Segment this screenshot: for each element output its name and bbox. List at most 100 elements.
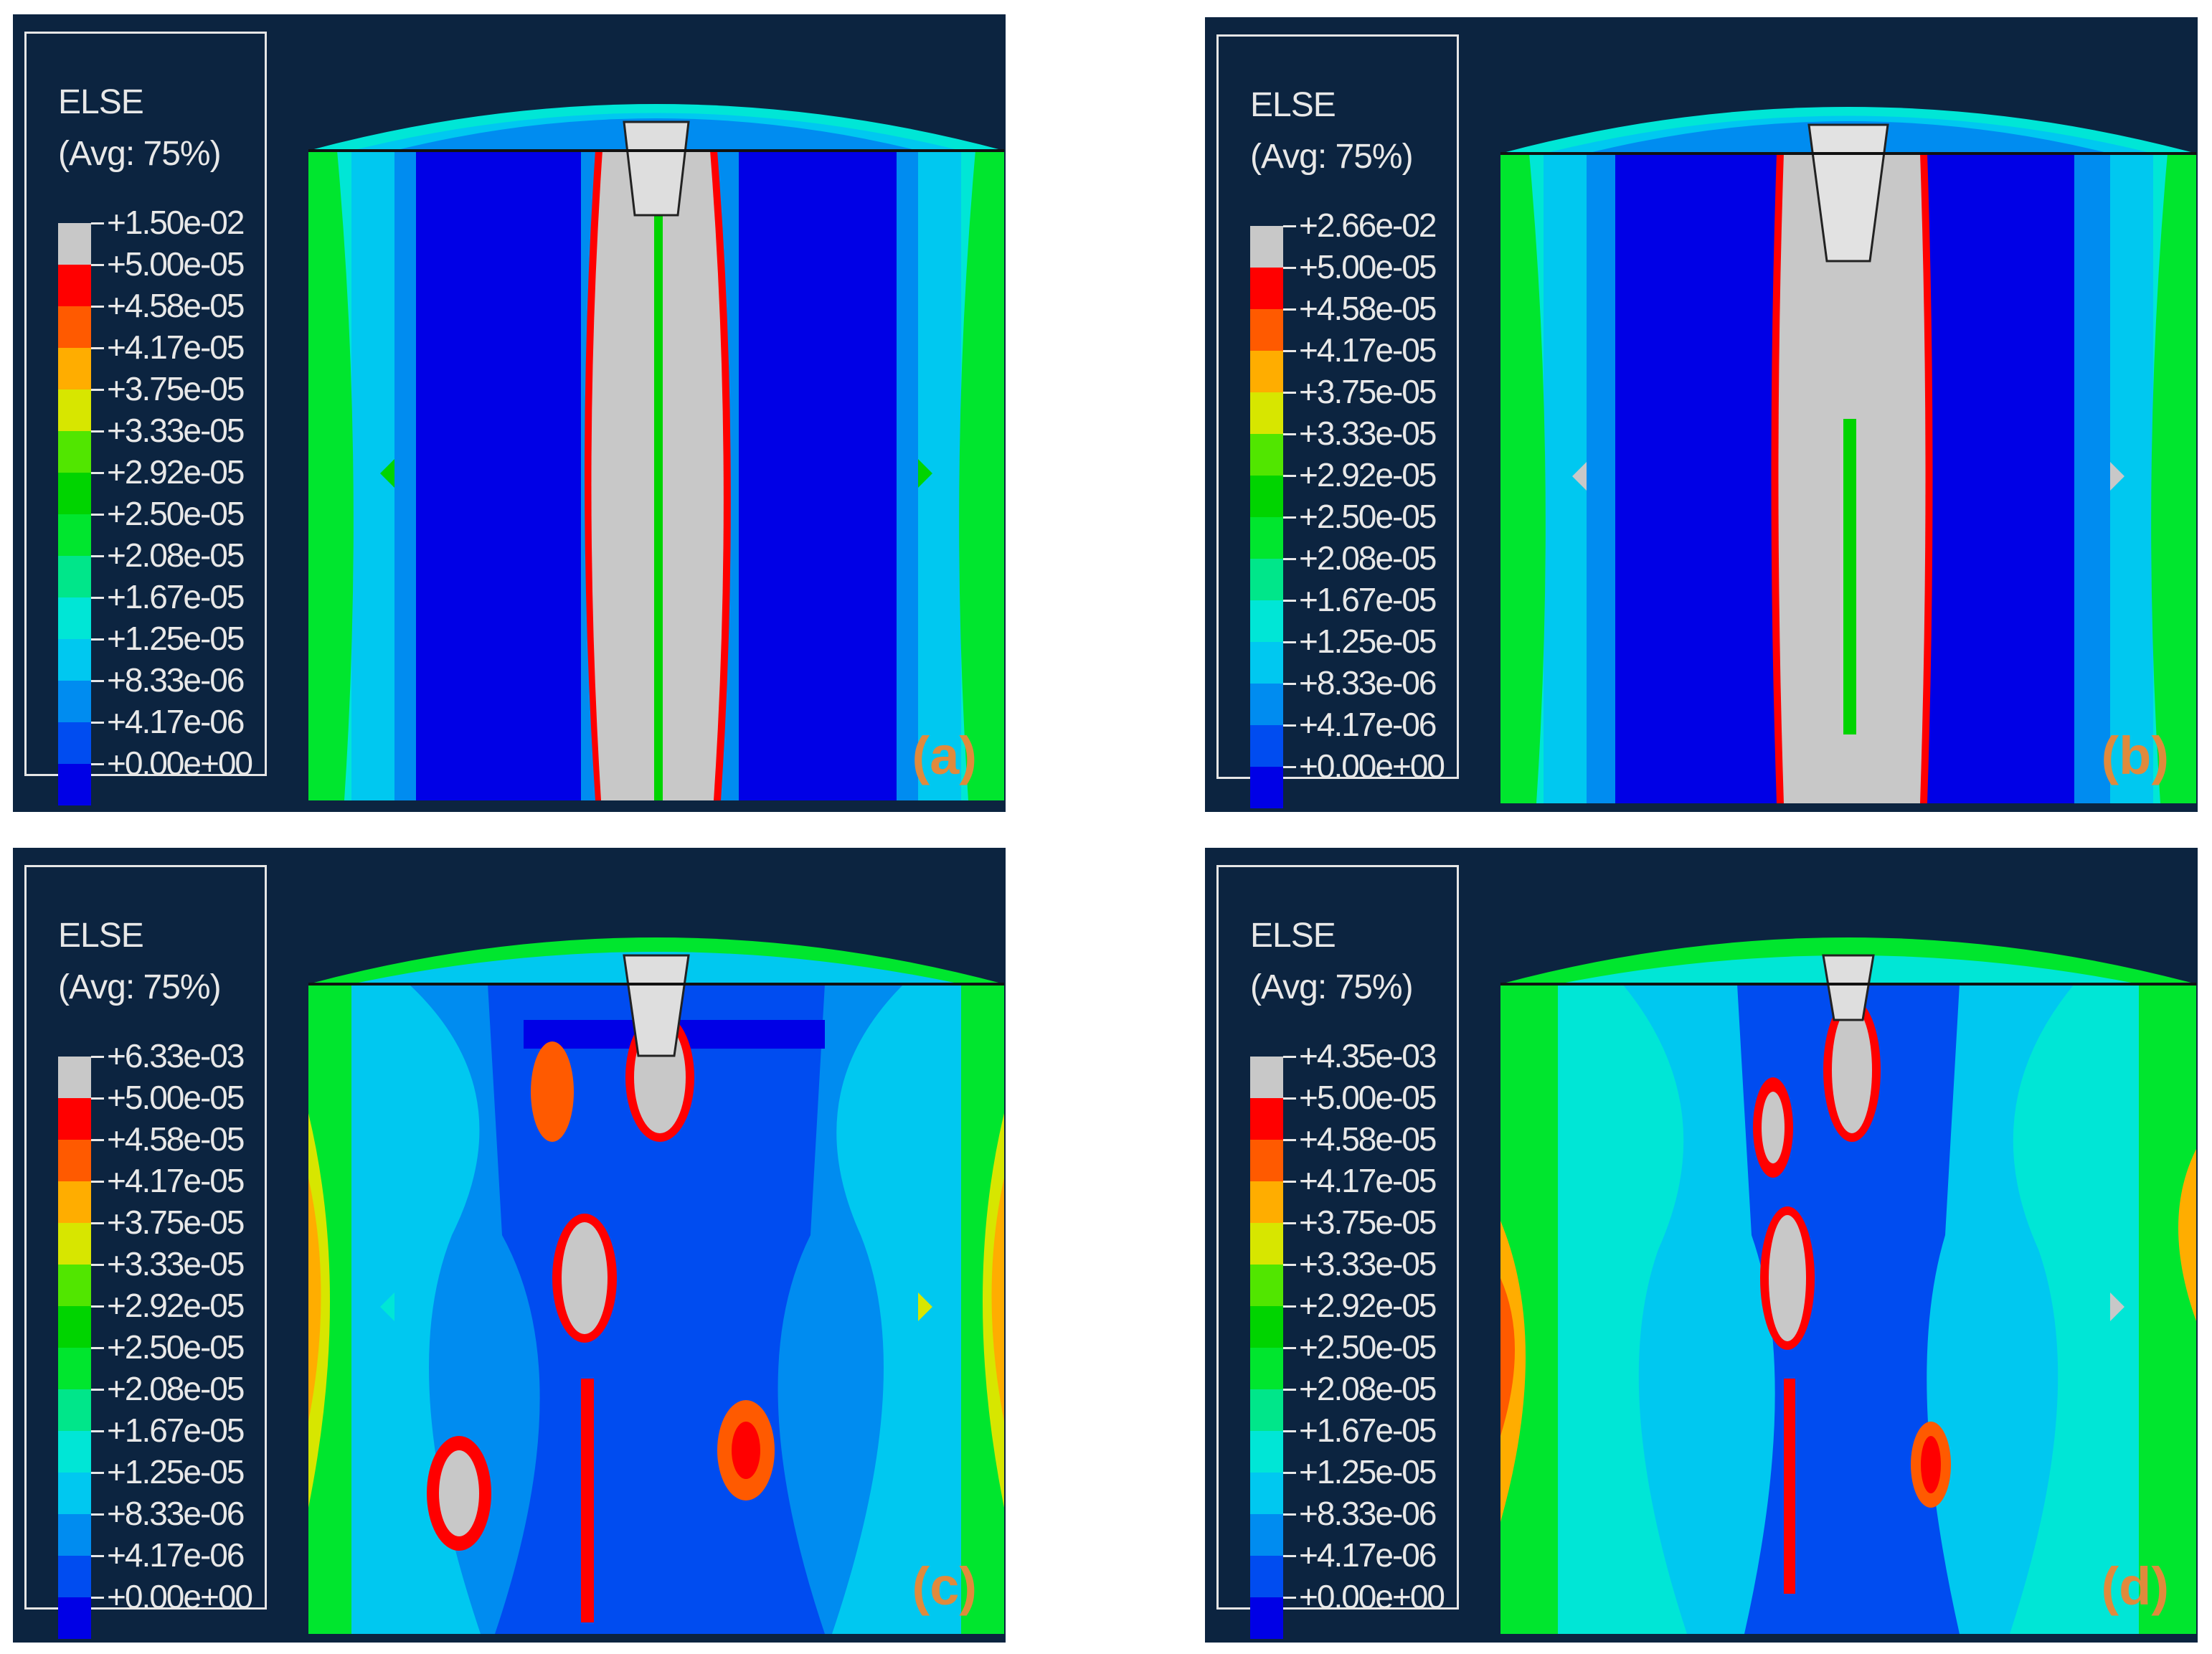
legend-swatch <box>58 348 91 389</box>
legend-tick <box>1283 1305 1296 1308</box>
legend-swatch <box>1250 1098 1283 1140</box>
contour-plot <box>1500 46 2196 803</box>
legend-swatch <box>58 1597 91 1639</box>
legend-value: +1.67e-05 <box>107 1412 245 1449</box>
legend-value: +2.08e-05 <box>1299 1370 1437 1407</box>
legend-value: +4.17e-05 <box>1299 331 1437 369</box>
legend-swatch <box>58 1306 91 1348</box>
legend-swatch <box>58 1389 91 1431</box>
legend-value: +3.33e-05 <box>107 1245 245 1282</box>
contour-plot <box>308 876 1004 1634</box>
legend-swatch <box>1250 351 1283 392</box>
legend-tick <box>1283 1264 1296 1266</box>
legend-tick <box>1283 1430 1296 1432</box>
legend-tick <box>1283 683 1296 685</box>
legend-title: ELSE <box>58 83 144 121</box>
legend-tick <box>1283 766 1296 768</box>
legend-tick <box>91 1430 104 1432</box>
legend-value: +2.08e-05 <box>107 537 245 574</box>
legend-tick <box>91 1222 104 1224</box>
panel-a: ELSE (Avg: 75%) +1.50e-02 +5.00e-05 +4.58e-0… <box>13 14 1006 812</box>
legend-tick <box>91 1264 104 1266</box>
contour-plot <box>308 43 1004 800</box>
legend-swatch <box>1250 392 1283 434</box>
legend: ELSE (Avg: 75%) +6.33e-03 +5.00e-05 +4.58e-0… <box>24 865 267 1639</box>
legend-swatch <box>1250 1389 1283 1431</box>
legend-tick <box>1283 516 1296 519</box>
legend-value: +4.58e-05 <box>107 1120 245 1158</box>
legend-tick <box>1283 1222 1296 1224</box>
legend-value: +1.25e-05 <box>107 620 245 657</box>
legend-swatch <box>1250 767 1283 808</box>
legend-tick <box>91 1305 104 1308</box>
legend-tick <box>91 1555 104 1557</box>
panel-label: (c) <box>912 1556 977 1616</box>
legend-value: +4.17e-05 <box>107 329 245 366</box>
legend-tick <box>1283 433 1296 435</box>
contour-plot-c <box>308 937 1004 1634</box>
panel-c: ELSE (Avg: 75%) +6.33e-03 +5.00e-05 +4.58e-0… <box>13 848 1006 1643</box>
legend-tick <box>1283 350 1296 352</box>
legend-subtitle: (Avg: 75%) <box>58 968 222 1006</box>
legend-tick <box>1283 1513 1296 1516</box>
legend-tick <box>1283 392 1296 394</box>
legend-value: +2.66e-02 <box>1299 207 1437 244</box>
legend-value: +2.08e-05 <box>107 1370 245 1407</box>
legend-tick <box>1283 641 1296 643</box>
legend-value: +4.17e-06 <box>107 1536 245 1574</box>
legend-tick <box>91 722 104 724</box>
legend-tick <box>1283 475 1296 477</box>
legend-value: +1.50e-02 <box>107 204 245 241</box>
legend-swatch <box>58 556 91 597</box>
legend-swatch <box>1250 1265 1283 1306</box>
legend-value: +5.00e-05 <box>107 1079 245 1116</box>
legend-tick <box>1283 1472 1296 1474</box>
legend-value: +8.33e-06 <box>107 661 245 699</box>
legend-tick <box>1283 1139 1296 1141</box>
legend-title: ELSE <box>1250 917 1336 955</box>
legend-tick <box>91 638 104 641</box>
legend-tick <box>1283 600 1296 602</box>
legend-swatch <box>58 1514 91 1556</box>
panel-label: (d) <box>2101 1556 2170 1616</box>
legend-value: +3.33e-05 <box>1299 1245 1437 1282</box>
legend-swatch <box>58 1265 91 1306</box>
legend-swatch <box>58 1223 91 1265</box>
legend-tick <box>91 1139 104 1141</box>
legend-tick <box>91 472 104 474</box>
legend-value: +2.92e-05 <box>107 1287 245 1324</box>
legend-tick <box>91 1056 104 1058</box>
legend-swatch <box>1250 1556 1283 1597</box>
legend-value: +4.17e-06 <box>107 703 245 740</box>
legend-value: +0.00e+00 <box>1299 747 1445 785</box>
legend-value: +5.00e-05 <box>1299 248 1437 285</box>
legend-swatch <box>58 389 91 431</box>
legend-swatch <box>1250 1473 1283 1514</box>
legend-tick <box>91 430 104 433</box>
legend-value: +4.58e-05 <box>1299 290 1437 327</box>
legend-value: +1.25e-05 <box>107 1453 245 1490</box>
legend-tick <box>91 264 104 266</box>
legend-swatch <box>1250 1597 1283 1639</box>
legend-swatch <box>1250 268 1283 309</box>
legend-value: +4.17e-06 <box>1299 706 1437 743</box>
legend-swatch <box>1250 684 1283 725</box>
legend-tick <box>1283 1555 1296 1557</box>
legend-tick <box>91 1513 104 1516</box>
legend-swatch <box>58 306 91 348</box>
legend-value: +4.58e-05 <box>107 287 245 324</box>
legend-value: +2.50e-05 <box>107 495 245 532</box>
legend-value: +3.33e-05 <box>107 412 245 449</box>
legend-value: +1.25e-05 <box>1299 1453 1437 1490</box>
legend-tick <box>91 555 104 557</box>
legend-value: +2.50e-05 <box>107 1328 245 1366</box>
legend-swatch <box>58 639 91 681</box>
legend-swatch <box>1250 309 1283 351</box>
legend-swatch <box>58 1431 91 1473</box>
legend-value: +4.17e-05 <box>1299 1162 1437 1199</box>
legend: ELSE (Avg: 75%) +4.35e-03 +5.00e-05 +4.58e-0… <box>1216 865 1459 1639</box>
legend-value: +4.17e-05 <box>107 1162 245 1199</box>
legend-swatch <box>58 473 91 514</box>
legend-tick <box>91 763 104 765</box>
contour-plot <box>1500 876 2196 1634</box>
